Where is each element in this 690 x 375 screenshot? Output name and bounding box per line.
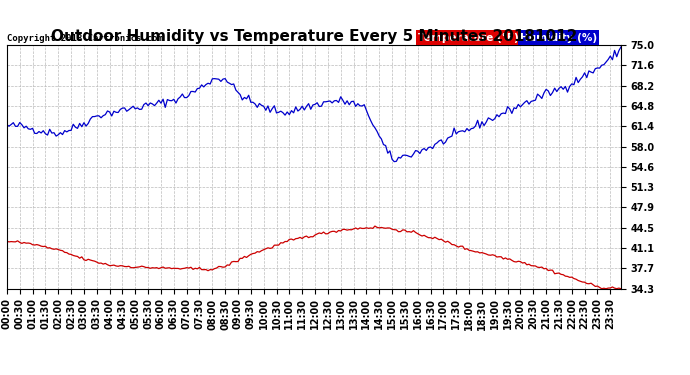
Text: Humidity (%): Humidity (%) [520, 33, 597, 43]
Text: Copyright 2018 Cartronics.com: Copyright 2018 Cartronics.com [7, 34, 163, 43]
Title: Outdoor Humidity vs Temperature Every 5 Minutes 20181012: Outdoor Humidity vs Temperature Every 5 … [51, 29, 577, 44]
Text: Temperature (°F): Temperature (°F) [418, 33, 519, 43]
